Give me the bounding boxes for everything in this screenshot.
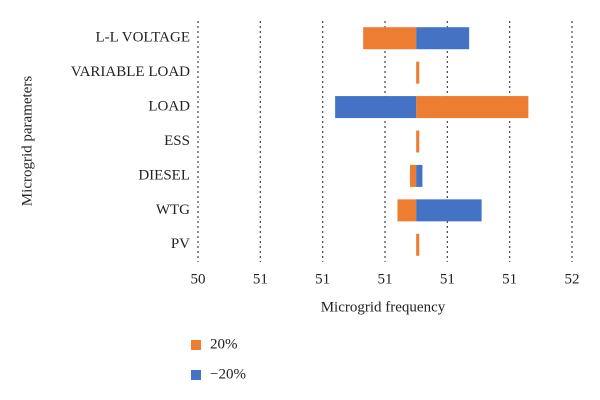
bar — [416, 199, 482, 222]
y-tick-label: DIESEL — [138, 167, 190, 183]
bar — [363, 27, 417, 50]
legend-swatch — [191, 370, 201, 380]
y-tick-label: L-L VOLTAGE — [96, 30, 190, 46]
bar — [416, 96, 529, 119]
bar — [416, 164, 423, 187]
y-axis-title: Microgrid parameters — [19, 76, 35, 207]
bar — [416, 130, 420, 153]
y-tick-label: PV — [171, 236, 190, 252]
y-tick-label: WTG — [156, 202, 190, 218]
legend-label: 20% — [210, 336, 238, 352]
y-tick-label: ESS — [164, 133, 190, 149]
y-tick-label: VARIABLE LOAD — [71, 64, 190, 80]
x-tick-label: 51 — [253, 271, 268, 287]
legend-label: −20% — [210, 366, 246, 382]
bar — [409, 164, 417, 187]
x-tick-label: 50 — [191, 271, 206, 287]
bar — [335, 96, 417, 119]
x-axis-title: Microgrid frequency — [321, 299, 446, 315]
legend-swatch — [191, 340, 201, 350]
bar — [416, 61, 420, 84]
bar — [397, 199, 417, 222]
x-tick-label: 51 — [502, 271, 517, 287]
x-tick-label: 51 — [440, 271, 455, 287]
bar — [416, 27, 470, 50]
y-tick-label: LOAD — [148, 99, 190, 115]
bar — [416, 233, 420, 256]
x-tick-label: 51 — [378, 271, 393, 287]
x-tick-label: 52 — [565, 271, 580, 287]
x-tick-label: 51 — [315, 271, 330, 287]
